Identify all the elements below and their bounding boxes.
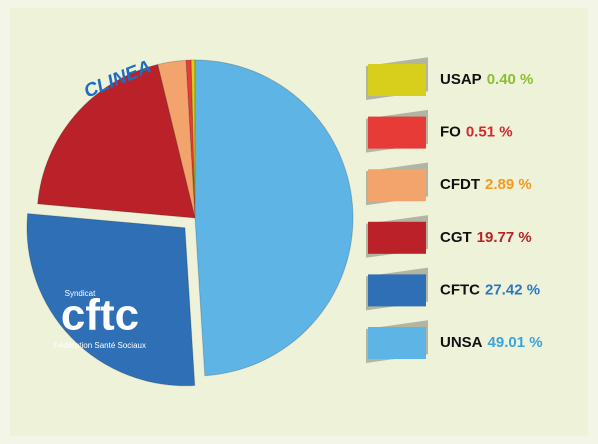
legend-name: UNSA	[440, 334, 483, 351]
legend-name: CGT	[440, 229, 472, 246]
legend-label: CFTC 27.42 %	[440, 281, 540, 298]
legend-value: 27.42 %	[485, 281, 540, 298]
legend-swatch	[368, 169, 426, 202]
legend-swatch	[368, 274, 426, 307]
legend-swatch	[368, 64, 426, 96]
legend-value: 0.51 %	[466, 124, 513, 141]
legend-value: 19.77 %	[477, 229, 532, 246]
legend-name: FO	[440, 124, 461, 141]
legend-value: 2.89 %	[485, 176, 532, 193]
legend-swatch	[368, 116, 426, 149]
legend-label: CFDT 2.89 %	[440, 176, 532, 193]
legend-value: 0.40 %	[487, 71, 534, 88]
legend-label: USAP 0.40 %	[440, 71, 533, 88]
legend-swatch	[368, 221, 426, 254]
legend-name: USAP	[440, 71, 482, 88]
legend-name: CFDT	[440, 176, 480, 193]
logo-name: cftc	[61, 290, 139, 339]
logo-text: Syndicat	[65, 289, 96, 298]
legend-name: CFTC	[440, 281, 480, 298]
pie-slice	[190, 59, 196, 219]
pie-slice	[157, 59, 196, 219]
legend-label: FO 0.51 %	[440, 124, 513, 141]
logo-text: Fédération Santé Sociaux	[54, 341, 146, 350]
pie-slice	[194, 59, 354, 377]
legend-value: 49.01 %	[488, 334, 543, 351]
legend: USAP 0.40 % FO 0.51 % CFDT 2.89 % CGT 19.77 % CF…	[366, 57, 543, 363]
legend-swatch	[368, 327, 426, 359]
legend-label: UNSA 49.01 %	[440, 334, 543, 351]
legend-label: CGT 19.77 %	[440, 229, 532, 246]
pie-slice	[185, 59, 196, 219]
pie-slice	[26, 213, 196, 387]
pie-slice	[37, 63, 196, 219]
